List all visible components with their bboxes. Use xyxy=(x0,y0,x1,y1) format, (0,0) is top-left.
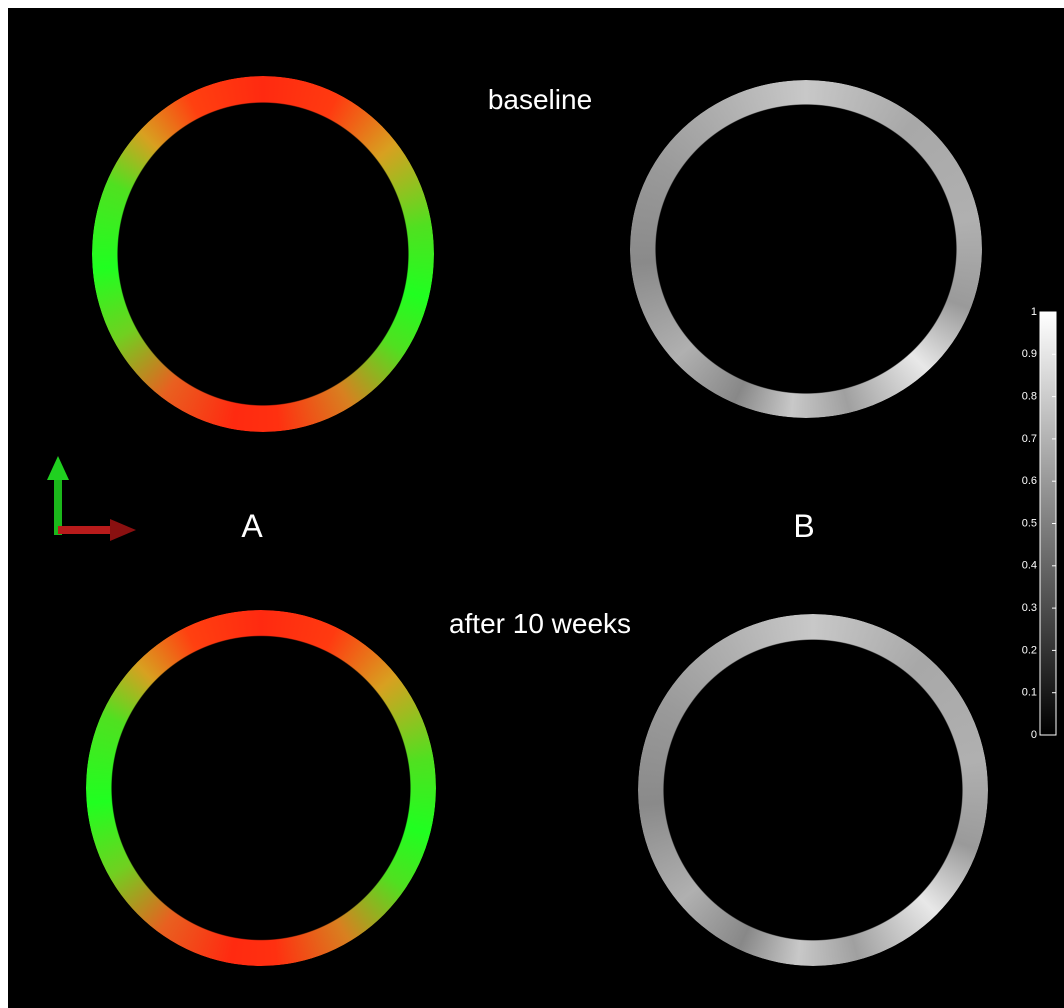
colorbar-tick-label: 0.1 xyxy=(1022,687,1037,699)
colorbar-tick-label: 0.2 xyxy=(1022,644,1037,656)
colorbar-tick-label: 0.9 xyxy=(1022,348,1037,360)
axis-arrowhead-y xyxy=(47,456,69,480)
axis-arrowhead-x xyxy=(110,519,136,541)
colorbar-tick-label: 0.6 xyxy=(1022,475,1037,487)
colorbar-tick-label: 0.3 xyxy=(1022,602,1037,614)
colorbar-tick-label: 0.7 xyxy=(1022,433,1037,445)
colorbar-tick-label: 1 xyxy=(1031,306,1037,318)
colorbar-tick-label: 0.4 xyxy=(1022,560,1037,572)
overlay: 0 0.1 0.2 0.3 0.4 0.5 0.6 0.7 0.8 0.9 1 xyxy=(0,0,1064,1008)
colorbar-tick-label: 0.5 xyxy=(1022,517,1037,529)
page: baseline after 10 weeks A B 00.10.20.30.… xyxy=(0,0,1064,1008)
colorbar-tick-label: 0.8 xyxy=(1022,391,1037,403)
colorbar-tick-label: 0 xyxy=(1031,729,1037,741)
